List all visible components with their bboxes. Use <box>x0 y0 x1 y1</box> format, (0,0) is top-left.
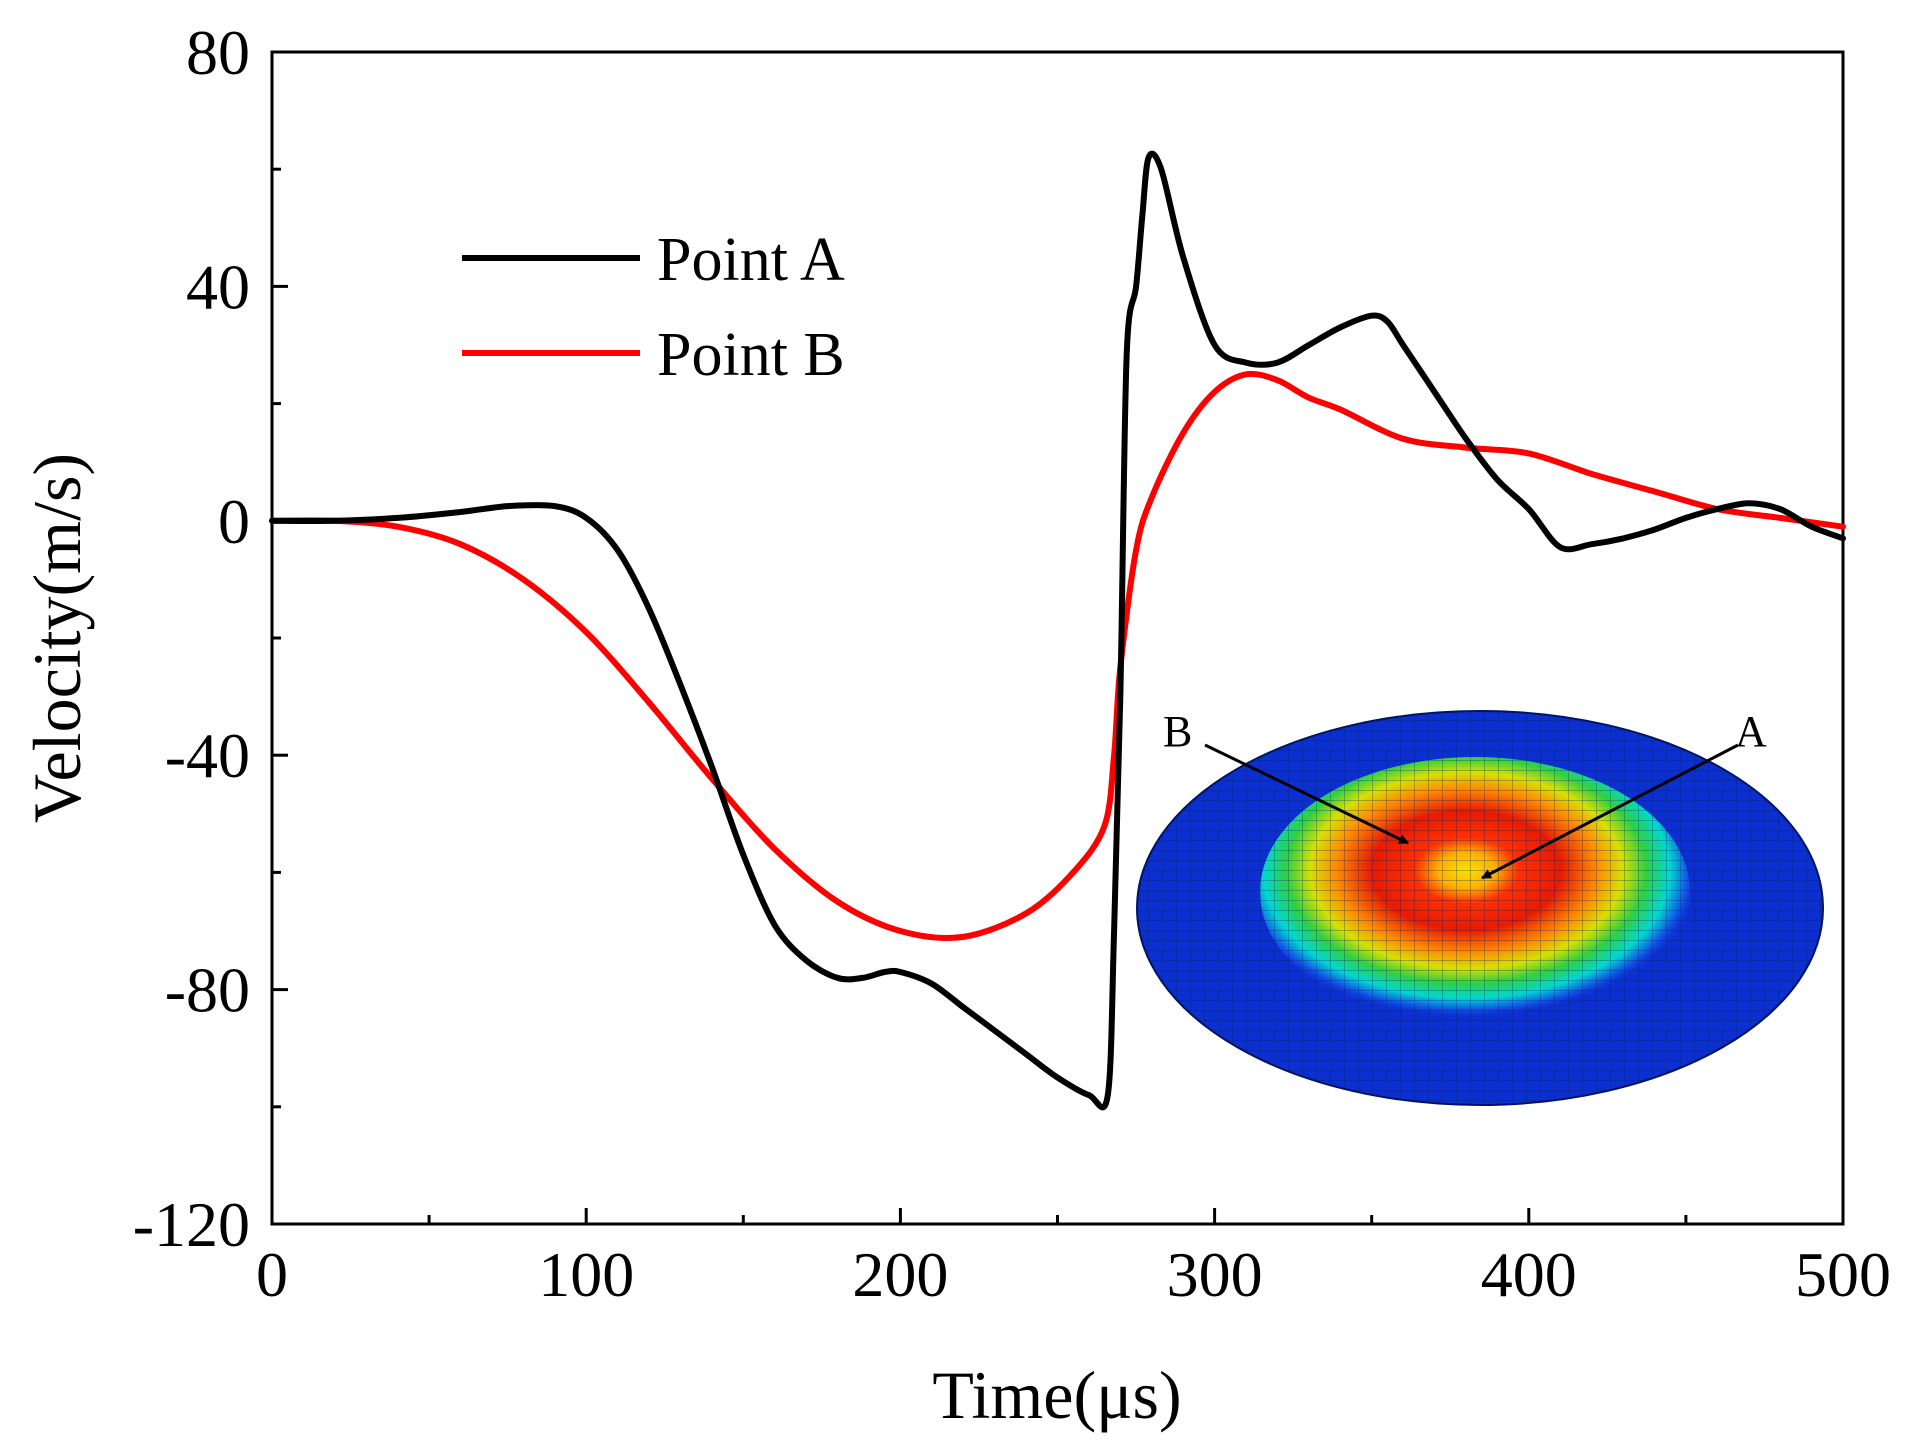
y-tick-label--40: -40 <box>165 720 250 791</box>
y-tick-label--120: -120 <box>133 1189 250 1260</box>
y-tick-label--80: -80 <box>165 955 250 1026</box>
arrow-b <box>1204 743 1409 845</box>
disk-mesh <box>1137 711 1823 1105</box>
y-tick-label-40: 40 <box>186 251 250 322</box>
x-tick-label-200: 200 <box>852 1239 948 1310</box>
axis-ticks <box>270 50 1845 1226</box>
y-tick-label-80: 80 <box>186 17 250 88</box>
series-line-point-a <box>269 150 1846 1111</box>
inset-label-b: B <box>1163 707 1192 756</box>
x-tick-label-400: 400 <box>1481 1239 1577 1310</box>
arrow-a <box>1481 743 1739 880</box>
disk-outline <box>1136 710 1824 1106</box>
inset-contour-disk: B A <box>1136 707 1824 1106</box>
x-tick-label-300: 300 <box>1167 1239 1263 1310</box>
y-axis-label: Velocity(m/s) <box>19 453 95 823</box>
x-tick-label-0: 0 <box>256 1239 288 1310</box>
series-lines <box>269 150 1846 1111</box>
x-tick-label-100: 100 <box>538 1239 634 1310</box>
legend: Point A Point B <box>462 226 845 389</box>
tick-labels: 0 100 200 300 400 500 -120 -80 -40 0 40 80 <box>133 17 1891 1310</box>
legend-label-point-a: Point A <box>657 226 845 294</box>
x-tick-label-500: 500 <box>1795 1239 1891 1310</box>
inset-label-a: A <box>1735 707 1767 756</box>
y-tick-label-0: 0 <box>218 486 250 557</box>
legend-label-point-b: Point B <box>657 321 845 389</box>
x-axis-label: Time(μs) <box>932 1357 1181 1433</box>
